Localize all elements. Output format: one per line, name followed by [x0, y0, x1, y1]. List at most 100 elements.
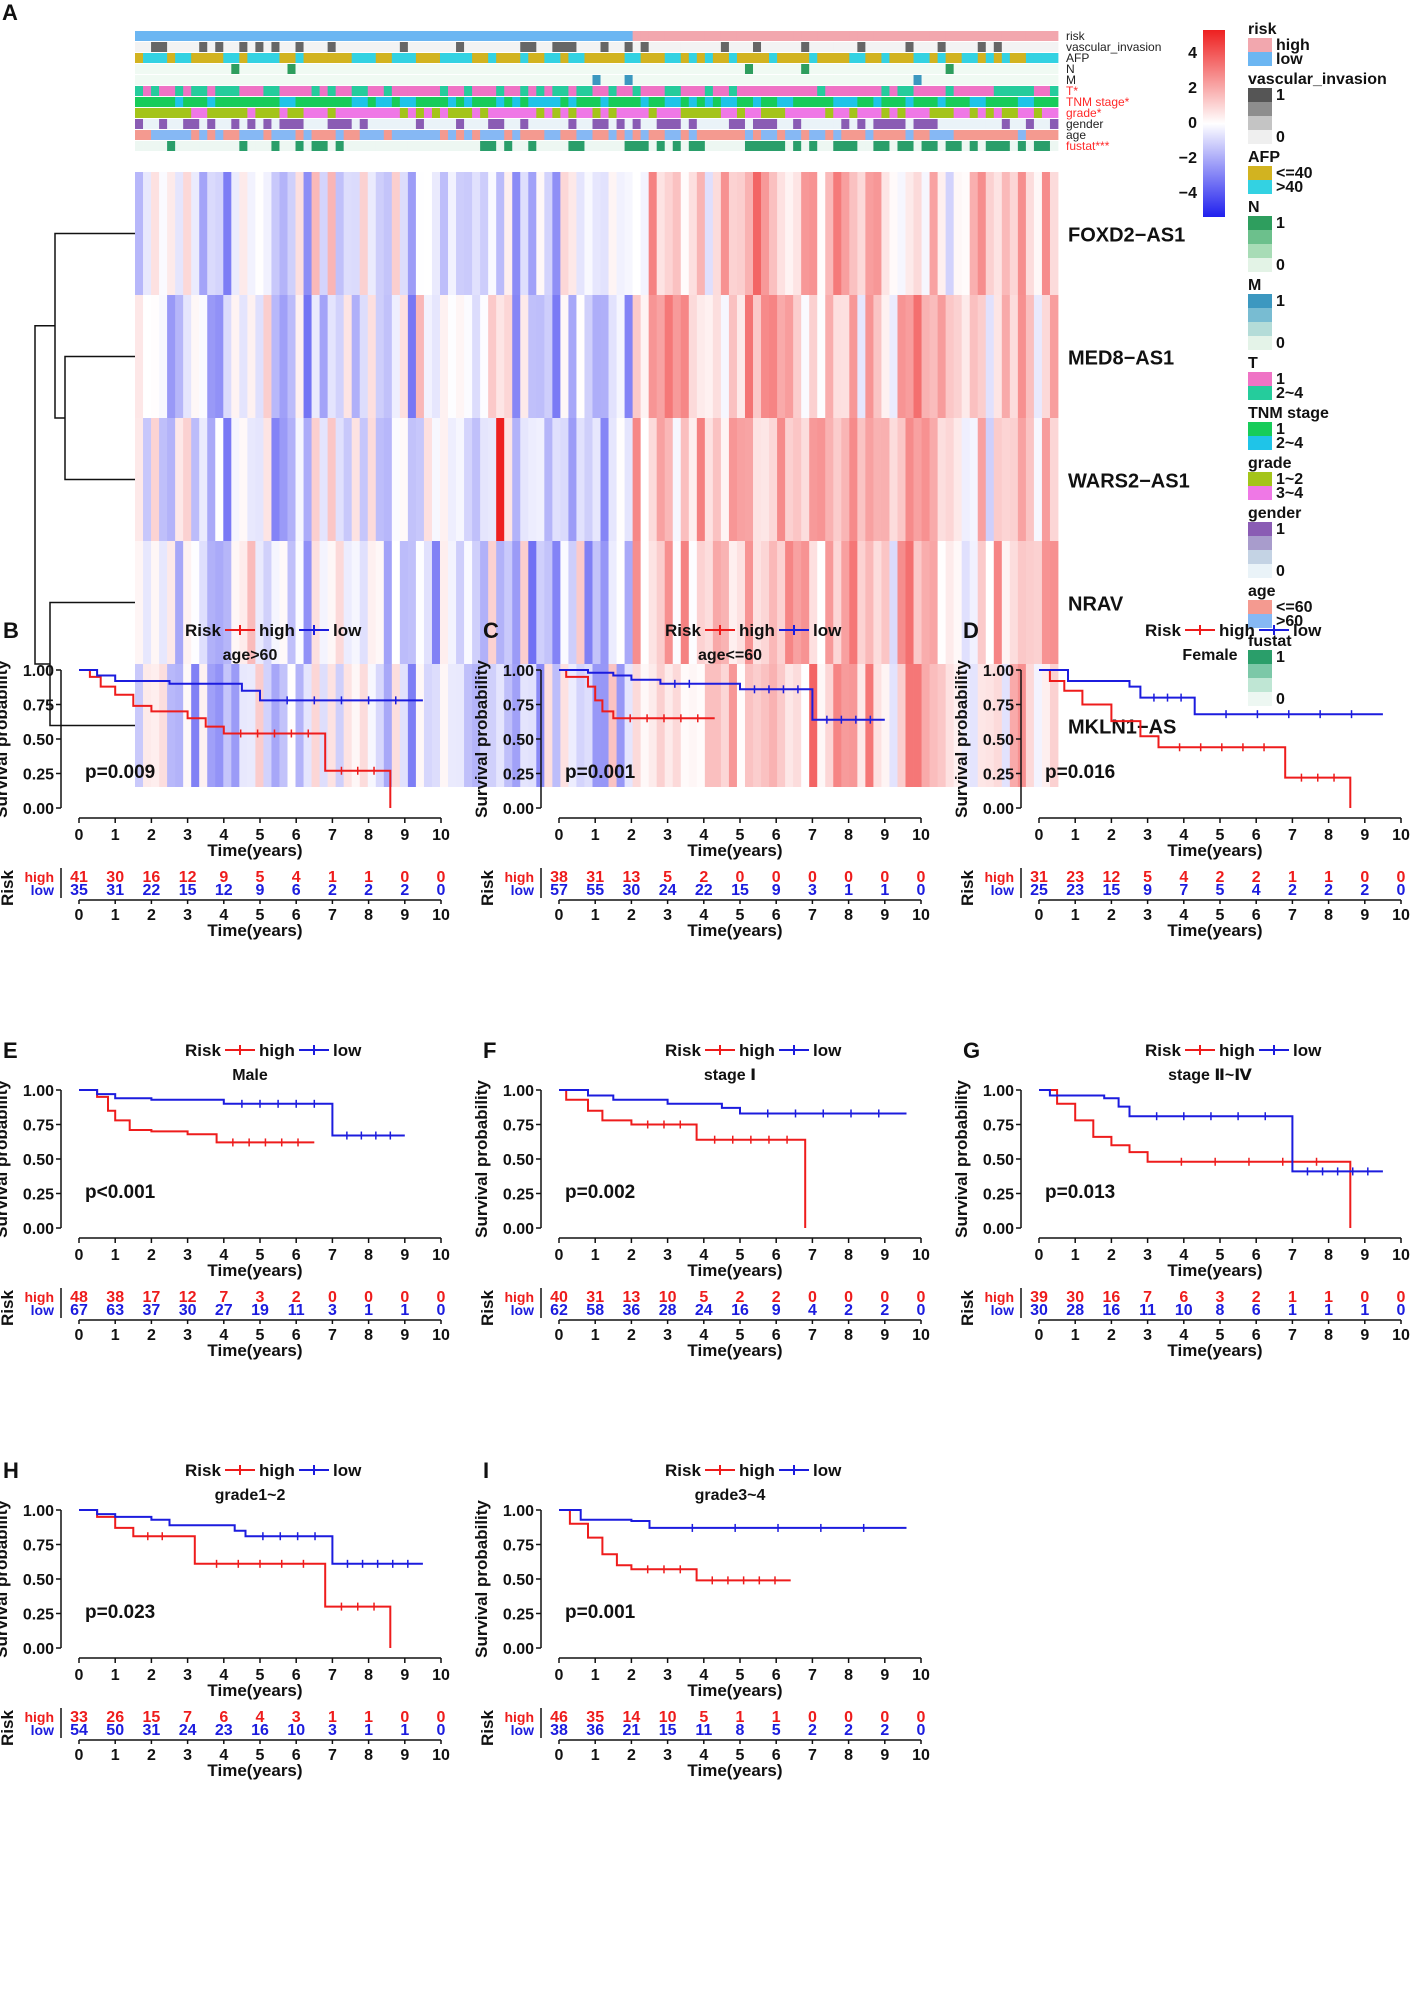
heatmap-cell: [343, 664, 353, 787]
heatmap-cell: [464, 664, 473, 787]
track-cell: [616, 31, 625, 41]
heatmap-cell: [255, 418, 264, 541]
track-cell: [1009, 130, 1019, 140]
track-cell: [367, 130, 377, 140]
risk-table-low-label: low: [31, 1722, 54, 1738]
heatmap-cell: [191, 664, 200, 787]
track-cell: [223, 130, 232, 140]
track-cell: [239, 97, 248, 107]
heatmap-cell: [696, 664, 706, 787]
heatmap-cell: [199, 295, 208, 418]
heatmap-cell: [175, 664, 184, 787]
heatmap-cell: [600, 541, 609, 664]
track-cell: [672, 31, 682, 41]
track-cell: [961, 130, 971, 140]
track-cell: [552, 119, 561, 129]
track-cell: [969, 53, 979, 63]
track-cell: [423, 119, 433, 129]
track-cell: [287, 108, 296, 118]
risk-table-x-tick-label: 7: [328, 907, 337, 924]
heatmap-cell: [295, 541, 304, 664]
heatmap-cell: [351, 172, 361, 295]
heatmap-cell: [712, 541, 722, 664]
track-cell: [544, 53, 553, 63]
legend-item-label: 1~2: [1276, 471, 1303, 488]
risk-table-x-tick-label: 1: [111, 907, 120, 924]
heatmap-cell: [785, 172, 794, 295]
track-cell: [175, 86, 184, 96]
track-cell: [576, 75, 585, 85]
heatmap-cell: [343, 295, 353, 418]
heatmap-cell: [528, 541, 537, 664]
risk-table-low-label: low: [31, 1302, 54, 1318]
track-cell: [793, 141, 802, 151]
track-cell: [857, 130, 866, 140]
track-cell: [704, 130, 714, 140]
heatmap-cell: [399, 664, 409, 787]
track-cell: [1041, 75, 1051, 85]
risk-table-x-tick-label: 3: [663, 1327, 672, 1344]
heatmap-cell: [375, 541, 385, 664]
track-cell: [423, 141, 433, 151]
track-cell: [913, 75, 922, 85]
track-cell: [969, 119, 979, 129]
km-x-tick-label: 3: [663, 1667, 672, 1684]
heatmap-cell: [961, 664, 971, 787]
track-cell: [383, 31, 393, 41]
track-cell: [1001, 141, 1011, 151]
risk-table-high-label: high: [984, 1289, 1014, 1305]
track-cell: [873, 75, 882, 85]
dendrogram-branch: [64, 355, 135, 481]
track-cell: [439, 119, 449, 129]
heatmap-cell: [1001, 541, 1011, 664]
track-cell: [135, 97, 144, 107]
km-x-tick-label: 10: [432, 1247, 450, 1264]
risk-table-x-tick-label: 7: [1288, 907, 1297, 924]
track-cell: [528, 86, 537, 96]
track-cell: [407, 75, 417, 85]
track-cell: [207, 75, 216, 85]
track-cell: [929, 108, 939, 118]
risk-count-low: 11: [695, 1722, 712, 1739]
track-cell: [367, 53, 377, 63]
track-cell: [913, 108, 922, 118]
track-cell: [656, 64, 666, 74]
risk-count-low: 2: [1288, 882, 1297, 899]
km-curve-low: [559, 669, 885, 721]
track-cell: [496, 75, 505, 85]
track-cell: [961, 119, 971, 129]
heatmap-cell: [616, 541, 625, 664]
heatmap-cell: [1025, 541, 1035, 664]
track-cell: [576, 42, 585, 52]
track-cell: [327, 75, 337, 85]
heatmap-cell: [905, 418, 914, 541]
km-x-tick-label: 9: [880, 827, 889, 844]
track-cell: [857, 53, 866, 63]
track-cell: [223, 108, 232, 118]
track-cell: [632, 141, 642, 151]
track-cell: [769, 108, 778, 118]
heatmap-cell: [231, 664, 240, 787]
track-cell: [279, 108, 288, 118]
legend-swatch: [1248, 614, 1272, 628]
track-cell: [1049, 42, 1059, 52]
heatmap-cell: [552, 541, 561, 664]
km-x-tick-label: 6: [292, 1667, 301, 1684]
legend-gradient-swatch: [1248, 522, 1272, 536]
risk-table-ylabel: Risk: [478, 1710, 497, 1746]
heatmap-cell: [720, 172, 730, 295]
heatmap-cell: [520, 541, 529, 664]
track-cell: [592, 130, 601, 140]
track-cell: [881, 97, 890, 107]
risk-table-x-tick-label: 4: [699, 1327, 708, 1344]
legend-title: fustat: [1248, 633, 1292, 650]
track-cell: [560, 130, 569, 140]
legend-gradient-swatch: [1248, 308, 1272, 322]
km-x-label: Time(years): [687, 841, 782, 860]
track-cell: [496, 119, 505, 129]
heatmap-cell: [736, 295, 746, 418]
km-p-value: p=0.016: [1045, 762, 1115, 783]
heatmap-cell: [672, 172, 682, 295]
track-cell: [215, 53, 224, 63]
legend-item-label: <=60: [1276, 599, 1313, 616]
